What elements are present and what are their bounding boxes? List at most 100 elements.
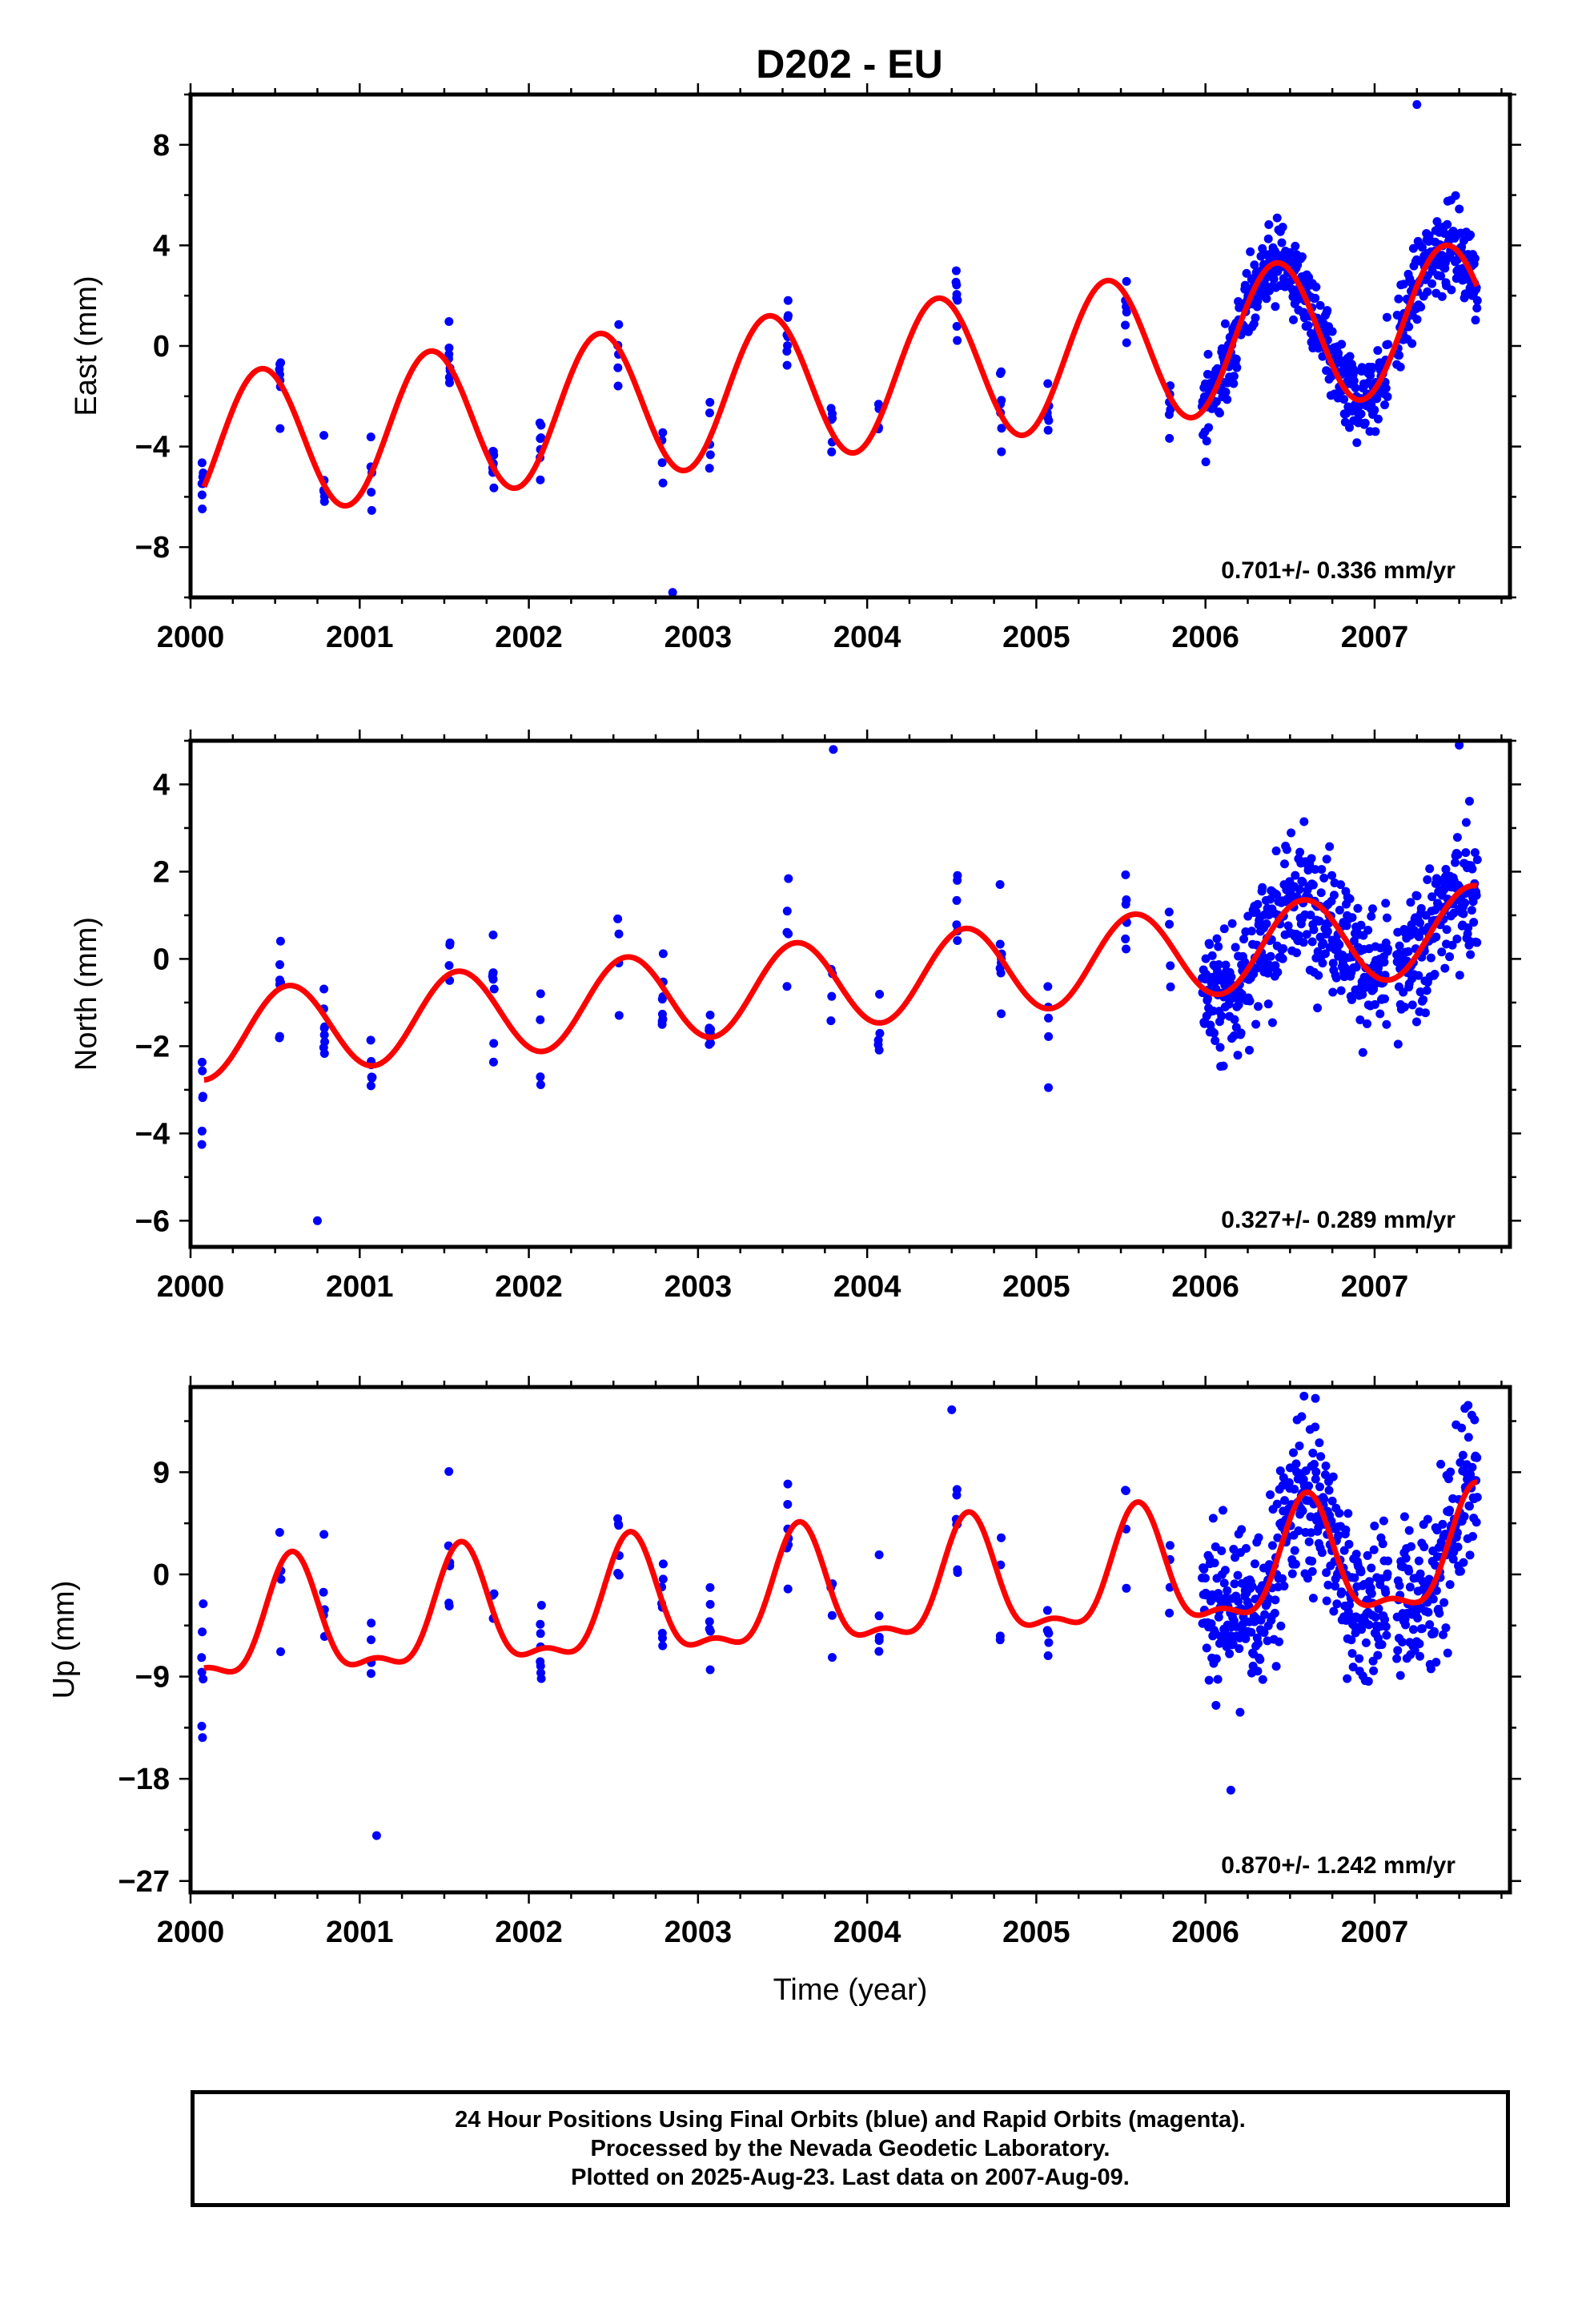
data-point	[1042, 1606, 1052, 1615]
data-point	[1459, 909, 1468, 919]
data-point	[1165, 919, 1174, 929]
data-point	[1327, 1496, 1337, 1506]
data-point	[705, 1617, 714, 1626]
data-point	[874, 1632, 884, 1642]
data-point	[1350, 366, 1359, 376]
data-point	[1215, 1043, 1225, 1052]
data-point	[1352, 438, 1362, 448]
data-point	[997, 367, 1006, 376]
data-point	[1329, 891, 1339, 900]
data-point	[1399, 987, 1408, 997]
data-point	[1273, 967, 1283, 977]
data-point	[1451, 191, 1460, 200]
data-point	[489, 1039, 499, 1048]
data-point	[1416, 903, 1426, 913]
data-point	[1234, 1597, 1243, 1606]
y-tick-label: −18	[118, 1763, 170, 1796]
data-point	[1363, 1676, 1373, 1686]
data-point	[1383, 944, 1393, 954]
data-point	[1381, 899, 1391, 908]
data-point	[1242, 268, 1251, 278]
data-point	[1299, 1391, 1309, 1401]
data-point	[1438, 1519, 1447, 1529]
data-point	[1457, 1423, 1467, 1433]
data-point	[1294, 1526, 1303, 1536]
data-point	[1345, 894, 1355, 903]
data-point	[1380, 400, 1390, 410]
data-point	[1303, 321, 1313, 331]
data-point	[705, 1011, 715, 1020]
data-point	[1282, 845, 1291, 854]
data-point	[1452, 833, 1462, 842]
data-point	[1297, 1412, 1307, 1421]
data-point	[1221, 388, 1231, 397]
data-point	[1240, 957, 1250, 967]
data-point	[953, 336, 962, 345]
data-point	[1472, 938, 1482, 947]
data-point	[1432, 1526, 1442, 1535]
x-tick-label: 2007	[1341, 1270, 1409, 1304]
data-point	[1308, 1594, 1318, 1603]
data-point	[827, 447, 837, 456]
data-point	[1122, 276, 1131, 286]
x-tick-label: 2006	[1171, 1270, 1239, 1304]
data-point	[1360, 418, 1370, 428]
data-point	[952, 895, 962, 905]
data-point	[1311, 1422, 1320, 1432]
data-point	[952, 280, 962, 290]
data-point	[875, 989, 885, 999]
data-point	[1407, 1542, 1416, 1551]
data-point	[1427, 279, 1437, 288]
data-point	[1461, 818, 1471, 827]
y-axis-label: East (mm)	[70, 275, 103, 416]
data-point	[1369, 1666, 1379, 1675]
data-point	[1356, 1567, 1366, 1577]
data-point	[1307, 1566, 1317, 1576]
data-point	[197, 1140, 207, 1149]
y-tick-label: 4	[153, 229, 170, 263]
data-point	[1347, 1635, 1356, 1645]
data-point	[1207, 951, 1217, 960]
data-point	[1464, 1401, 1473, 1410]
y-tick-label: 8	[153, 129, 170, 163]
data-point	[1325, 842, 1335, 851]
data-point	[1363, 1550, 1372, 1560]
data-point	[1310, 1459, 1319, 1469]
data-point	[275, 364, 284, 374]
footer-line-2: Processed by the Nevada Geodetic Laborat…	[590, 2136, 1110, 2161]
data-point	[536, 420, 546, 430]
y-axis-label: North (mm)	[70, 917, 103, 1071]
data-point	[1369, 984, 1379, 994]
data-point	[614, 320, 624, 329]
y-tick-label: −2	[135, 1030, 170, 1063]
data-point	[1291, 1459, 1301, 1469]
x-tick-label: 2000	[157, 621, 225, 654]
data-point	[1220, 319, 1230, 328]
data-point	[1271, 846, 1281, 856]
data-point	[1304, 1481, 1314, 1490]
data-point	[536, 1072, 545, 1082]
outlier-point	[1226, 1785, 1235, 1795]
data-point	[1380, 1614, 1390, 1624]
data-point	[1408, 243, 1418, 253]
data-point	[1470, 254, 1480, 263]
data-point	[1472, 854, 1482, 864]
data-point	[1247, 927, 1256, 936]
data-point	[1254, 1638, 1263, 1648]
data-point	[1266, 895, 1275, 904]
data-point	[1452, 934, 1462, 943]
data-point	[1456, 1566, 1465, 1576]
data-point	[1436, 1459, 1446, 1469]
data-point	[1214, 960, 1223, 970]
data-point	[1430, 969, 1439, 979]
data-point	[1211, 1700, 1221, 1710]
data-point	[1375, 1009, 1385, 1019]
data-point	[1394, 294, 1403, 304]
data-point	[1356, 920, 1366, 930]
x-tick-label: 2007	[1341, 621, 1409, 654]
data-point	[1406, 898, 1415, 907]
data-point	[1121, 899, 1130, 909]
data-point	[1302, 930, 1311, 939]
data-point	[1381, 1588, 1391, 1598]
data-point	[367, 505, 376, 515]
